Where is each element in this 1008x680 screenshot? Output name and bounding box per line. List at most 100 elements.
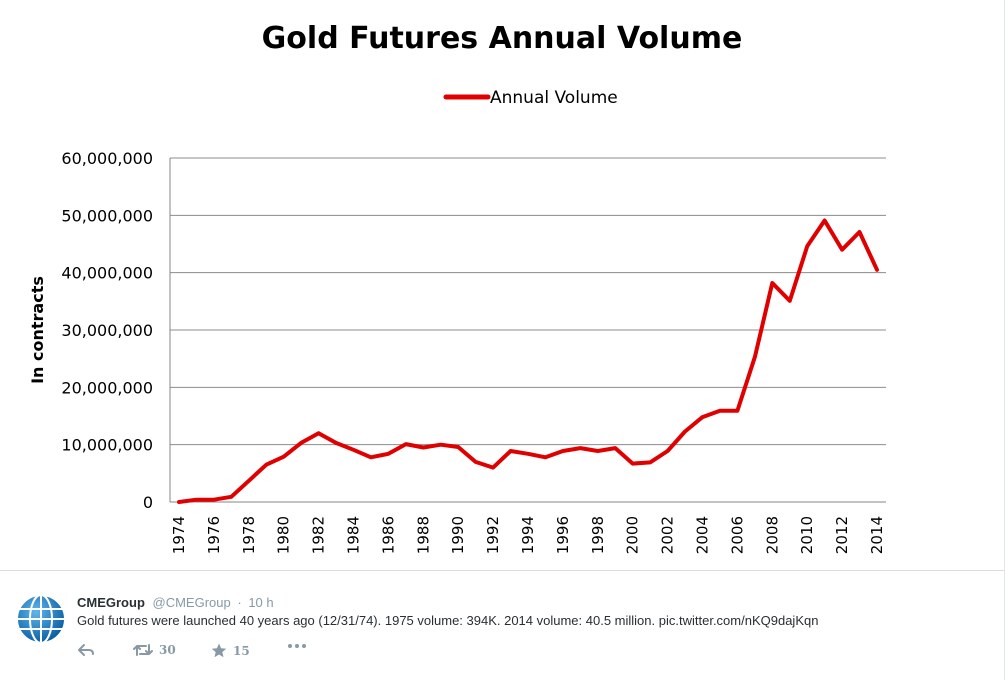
tweet-text: Gold futures were launched 40 years ago … [77, 613, 997, 628]
data-point [421, 446, 425, 450]
y-tick-label: 40,000,000 [61, 264, 153, 283]
author-name[interactable]: CMEGroup [77, 595, 145, 610]
x-tick-label: 2008 [763, 516, 781, 554]
favorite-button[interactable]: 15 [211, 643, 250, 658]
globe-icon[interactable] [15, 593, 67, 645]
x-tick-label: 2002 [659, 516, 677, 554]
data-point [805, 244, 809, 248]
data-point [666, 449, 670, 453]
data-point [701, 415, 705, 419]
tweet-body: Gold futures were launched 40 years ago … [77, 613, 656, 628]
tweet-header: CMEGroup @CMEGroup · 10 h [77, 595, 274, 610]
data-point [404, 442, 408, 446]
data-point [509, 449, 513, 453]
retweet-icon [133, 644, 153, 656]
data-point [718, 409, 722, 413]
reply-icon [78, 644, 94, 656]
data-point [352, 448, 356, 452]
series-layer [177, 218, 879, 504]
data-point [369, 455, 373, 459]
x-tick-label: 2006 [728, 516, 746, 554]
y-axis-ticks: 0 10,000,000 20,000,000 30,000,000 40,000,00… [61, 149, 153, 512]
x-tick-label: 1994 [519, 516, 537, 554]
data-point [439, 443, 443, 447]
data-point [631, 462, 635, 466]
author-handle[interactable]: @CMEGroup [152, 595, 231, 610]
x-tick-label: 1980 [275, 516, 293, 554]
separator-dot: · [237, 595, 242, 610]
legend: Annual Volume [443, 88, 618, 108]
x-tick-label: 2012 [833, 516, 851, 554]
data-point [823, 218, 827, 222]
x-tick-label: 1978 [240, 516, 258, 554]
y-tick-label: 30,000,000 [61, 321, 153, 340]
x-tick-label: 1984 [345, 516, 363, 554]
data-point [735, 409, 739, 413]
x-tick-label: 1988 [414, 516, 432, 554]
series-line-annual-volume [177, 218, 879, 504]
data-point [212, 498, 216, 502]
y-tick-label: 0 [143, 493, 153, 512]
data-point [491, 466, 495, 470]
reply-button[interactable] [77, 643, 95, 657]
data-point [840, 248, 844, 252]
data-point [648, 460, 652, 464]
x-tick-label: 1982 [310, 516, 328, 554]
data-point [858, 230, 862, 234]
data-point [526, 452, 530, 456]
data-point [334, 441, 338, 445]
x-tick-label: 1996 [554, 516, 572, 554]
x-tick-label: 2004 [694, 516, 712, 554]
tweet-card[interactable]: CMEGroup @CMEGroup · 10 h Gold futures w… [0, 570, 1005, 680]
x-tick-label: 1974 [170, 516, 188, 554]
data-point [264, 463, 268, 467]
data-point [561, 449, 565, 453]
data-point [247, 479, 251, 483]
data-point [770, 281, 774, 285]
data-point [299, 441, 303, 445]
data-point [317, 431, 321, 435]
x-tick-label: 1986 [379, 516, 397, 554]
tweet-media-link[interactable]: pic.twitter.com/nKQ9dajKqn [658, 613, 819, 628]
data-point [578, 446, 582, 450]
data-point [875, 268, 879, 272]
x-tick-label: 2014 [868, 516, 886, 554]
data-point [613, 446, 617, 450]
gridlines [169, 157, 886, 503]
data-point [386, 452, 390, 456]
data-point [456, 445, 460, 449]
data-point [788, 299, 792, 303]
x-tick-label: 1976 [205, 516, 223, 554]
data-point [194, 498, 198, 502]
data-point [683, 429, 687, 433]
more-dots-icon [288, 644, 306, 648]
x-axis-ticks: 1974 1976 1978 1980 1982 1984 1986 1988 1990 1992… [170, 516, 886, 554]
x-tick-label: 1998 [589, 516, 607, 554]
y-tick-label: 50,000,000 [61, 206, 153, 225]
data-point [753, 355, 757, 359]
legend-label: Annual Volume [490, 88, 618, 108]
x-tick-label: 1992 [484, 516, 502, 554]
data-point [474, 460, 478, 464]
data-point [596, 449, 600, 453]
data-point [282, 455, 286, 459]
data-point [229, 495, 233, 499]
data-point [177, 500, 181, 504]
y-axis-label: In contracts [28, 276, 47, 384]
favorite-count: 15 [233, 643, 250, 658]
y-tick-label: 10,000,000 [61, 436, 153, 455]
retweet-button[interactable]: 30 [133, 643, 176, 657]
data-point [543, 455, 547, 459]
chart-title: Gold Futures Annual Volume [262, 21, 743, 56]
tweet-timestamp[interactable]: 10 h [248, 595, 274, 610]
more-button[interactable] [287, 643, 307, 649]
x-tick-label: 2010 [798, 516, 816, 554]
y-tick-label: 60,000,000 [61, 149, 153, 168]
y-tick-label: 20,000,000 [61, 378, 153, 397]
line-chart: Gold Futures Annual Volume Annual Volume… [28, 21, 886, 554]
chart-panel: Gold Futures Annual Volume Annual Volume… [28, 0, 1005, 570]
star-icon [211, 643, 227, 658]
retweet-count: 30 [159, 643, 176, 657]
x-tick-label: 1990 [449, 516, 467, 554]
x-tick-label: 2000 [624, 516, 642, 554]
